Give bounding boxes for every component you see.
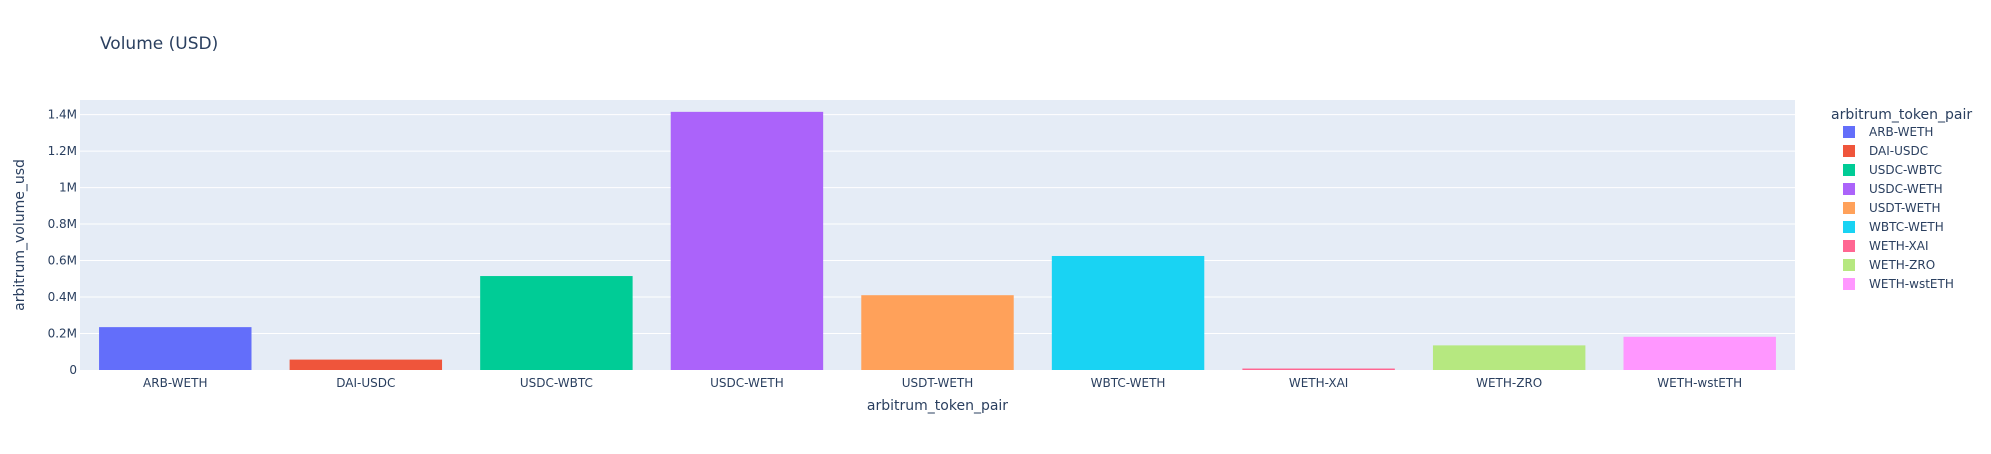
y-tick-label: 0.6M [48,254,77,268]
bars [99,111,1776,371]
x-tick-label: USDC-WETH [710,376,784,390]
legend-swatch [1843,202,1855,214]
legend-swatch [1843,126,1855,138]
legend-swatch [1843,183,1855,195]
bar-usdc-weth[interactable] [670,111,824,371]
legend-item-usdc-wbtc[interactable]: USDC-WBTC [1843,163,1942,177]
y-axis-title: arbitrum_volume_usd [12,159,28,311]
legend-title: arbitrum_token_pair [1831,107,1972,123]
bar-arb-weth[interactable] [99,327,252,370]
bar-dai-usdc[interactable] [289,359,443,370]
legend-label: DAI-USDC [1869,144,1928,158]
legend-swatch [1843,221,1855,233]
legend-label: WETH-wstETH [1869,277,1954,291]
legend-item-arb-weth[interactable]: ARB-WETH [1843,125,1933,139]
x-tick-label: WBTC-WETH [1091,376,1166,390]
legend-item-weth-zro[interactable]: WETH-ZRO [1843,258,1935,272]
legend-label: WETH-ZRO [1869,258,1935,272]
x-axis-ticks: ARB-WETH DAI-USDC USDC-WBTC USDC-WETH USDT-W… [143,376,1742,390]
legend-item-weth-xai[interactable]: WETH-XAI [1843,239,1929,253]
y-axis-ticks: 0 0.2M 0.4M 0.6M 0.8M 1M 1.2M 1.4M [48,108,77,377]
legend-item-usdt-weth[interactable]: USDT-WETH [1843,201,1941,215]
x-tick-label: WETH-ZRO [1476,376,1542,390]
bar-weth-wsteth[interactable] [1623,336,1776,370]
y-tick-label: 0.2M [48,327,77,341]
legend-swatch [1843,145,1855,157]
legend-swatch [1843,278,1855,290]
chart-title: Volume (USD) [100,34,218,54]
legend-item-weth-wsteth[interactable]: WETH-wstETH [1843,277,1954,291]
legend-label: WETH-XAI [1869,239,1929,253]
x-tick-label: WETH-wstETH [1657,376,1742,390]
legend-swatch [1843,259,1855,271]
x-tick-label: WETH-XAI [1289,376,1349,390]
x-axis-title: arbitrum_token_pair [867,398,1008,414]
y-tick-label: 1M [59,181,77,195]
legend-item-dai-usdc[interactable]: DAI-USDC [1843,144,1928,158]
bar-usdc-wbtc[interactable] [480,276,633,370]
legend-label: WBTC-WETH [1869,220,1944,234]
legend-label: USDC-WETH [1869,182,1943,196]
bar-weth-zro[interactable] [1432,345,1586,370]
bar-usdt-weth[interactable] [861,295,1014,370]
x-tick-label: ARB-WETH [143,376,207,390]
legend-label: USDT-WETH [1869,201,1941,215]
y-tick-label: 1.2M [48,144,77,158]
legend-swatch [1843,240,1855,252]
bar-weth-xai[interactable] [1242,368,1395,370]
legend-label: USDC-WBTC [1869,163,1942,177]
y-tick-label: 0.8M [48,217,77,231]
legend-item-wbtc-weth[interactable]: WBTC-WETH [1843,220,1944,234]
y-tick-label: 0.4M [48,290,77,304]
legend-label: ARB-WETH [1869,125,1933,139]
y-tick-label: 1.4M [48,108,77,122]
y-tick-label: 0 [69,363,77,377]
bar-wbtc-weth[interactable] [1051,255,1205,370]
legend-item-usdc-weth[interactable]: USDC-WETH [1843,182,1943,196]
x-tick-label: USDC-WBTC [520,376,593,390]
legend-swatch [1843,164,1855,176]
legend: ARB-WETH DAI-USDC USDC-WBTC USDC-WETH USDT-W… [1843,125,1954,291]
x-tick-label: USDT-WETH [902,376,974,390]
x-tick-label: DAI-USDC [336,376,395,390]
